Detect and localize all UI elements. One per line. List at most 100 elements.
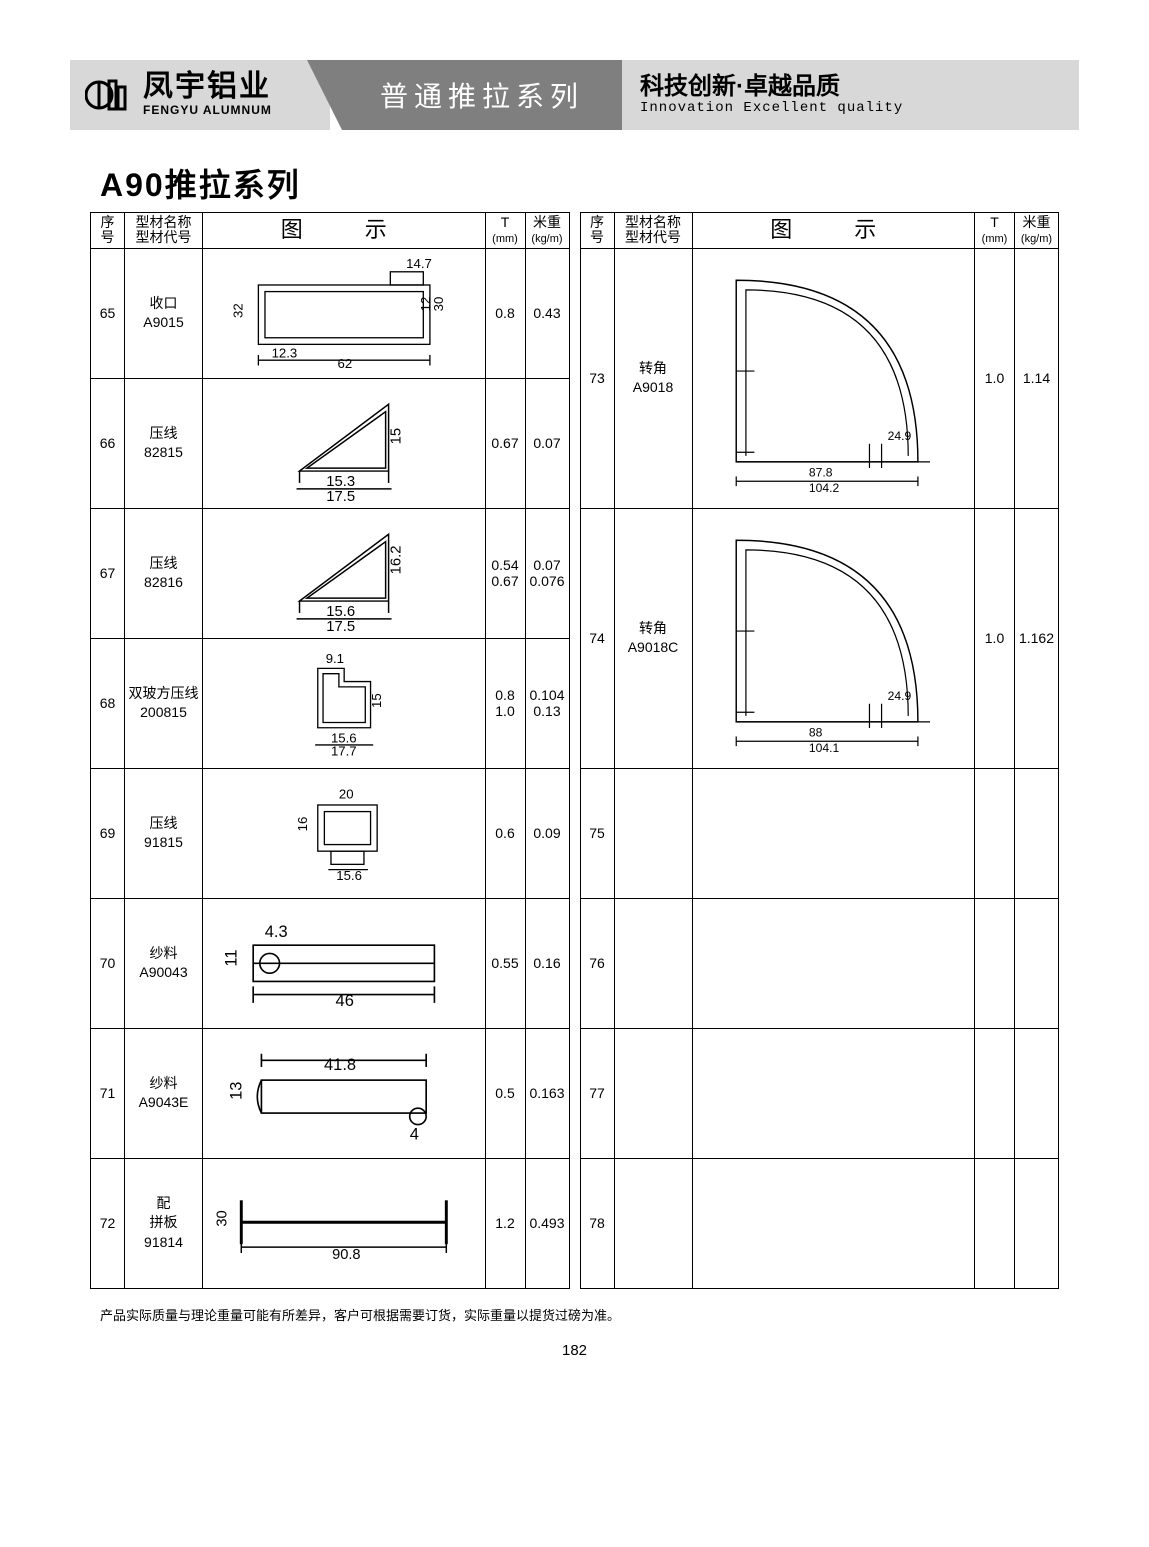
table-row: 66 压线82815 15 15.3 17.5 0.67 0.07 (91, 378, 570, 508)
row-t: 0.5 (485, 1028, 525, 1158)
row-w: 0.493 (525, 1158, 569, 1288)
svg-text:13: 13 (228, 1082, 246, 1100)
col-t: T(mm) (485, 213, 525, 249)
slogan-en: Innovation Excellent quality (640, 100, 1079, 116)
svg-text:15: 15 (388, 428, 404, 445)
row-diagram: 9.1 15 15.6 17.7 (203, 638, 486, 768)
col-idx: 序 号 (91, 213, 125, 249)
row-t: 0.6 (485, 768, 525, 898)
table-row: 69 压线91815 20 16 15.6 0.6 0.09 (91, 768, 570, 898)
svg-text:16: 16 (295, 817, 310, 832)
row-t: 0.67 (485, 378, 525, 508)
col-diagram: 图 示 (203, 213, 486, 249)
logo-icon (85, 71, 133, 119)
table-row: 67 压线82816 16.2 15.6 17.5 0.540.67 0.070… (91, 508, 570, 638)
svg-text:17.5: 17.5 (326, 489, 355, 501)
row-diagram: 30 90.8 (203, 1158, 486, 1288)
row-w (1015, 1028, 1059, 1158)
row-name: 压线91815 (125, 768, 203, 898)
svg-text:24.9: 24.9 (888, 689, 912, 703)
row-index: 78 (580, 1158, 614, 1288)
row-diagram: 14.7 32 12 30 12.3 62 (203, 248, 486, 378)
row-t: 1.0 (975, 508, 1015, 768)
row-name (614, 1028, 692, 1158)
row-name: 纱料A90043 (125, 898, 203, 1028)
row-w: 0.1040.13 (525, 638, 569, 768)
spec-table-left: 序 号 型材名称型材代号 图 示 T(mm) 米重(kg/m) 65 收口A90… (90, 212, 570, 1289)
table-row: 71 纱料A9043E 41.8 13 4 0.5 0.163 (91, 1028, 570, 1158)
svg-text:30: 30 (431, 297, 446, 312)
svg-text:15.6: 15.6 (336, 869, 362, 884)
table-row: 77 (580, 1028, 1059, 1158)
svg-text:62: 62 (337, 357, 352, 372)
row-diagram: 4.3 11 46 (203, 898, 486, 1028)
row-name: 收口A9015 (125, 248, 203, 378)
svg-text:104.1: 104.1 (809, 741, 840, 755)
row-t (975, 898, 1015, 1028)
svg-text:104.2: 104.2 (809, 481, 840, 495)
col-w: 米重(kg/m) (525, 213, 569, 249)
table-row: 76 (580, 898, 1059, 1028)
table-row: 72 配拼板91814 30 90.8 1.2 0.493 (91, 1158, 570, 1288)
col-idx: 序 号 (580, 213, 614, 249)
row-index: 72 (91, 1158, 125, 1288)
logo-text-en: FENGYU ALUMNUM (143, 102, 272, 119)
row-diagram: 15 15.3 17.5 (203, 378, 486, 508)
col-t: T(mm) (975, 213, 1015, 249)
svg-text:16.2: 16.2 (388, 546, 404, 575)
table-row: 78 (580, 1158, 1059, 1288)
svg-text:15: 15 (369, 694, 384, 709)
svg-text:20: 20 (338, 787, 353, 802)
col-w: 米重(kg/m) (1015, 213, 1059, 249)
table-row: 68 双玻方压线200815 9.1 15 15.6 17.7 0.81.0 0… (91, 638, 570, 768)
slogan-cn: 科技创新·卓越品质 (640, 74, 1079, 100)
svg-text:14.7: 14.7 (406, 256, 432, 271)
row-diagram: 24.9 87.8 104.2 (692, 248, 975, 508)
svg-text:15.6: 15.6 (326, 604, 355, 620)
table-row: 74 转角A9018C 24.9 88 104.1 1.0 1.162 (580, 508, 1059, 768)
row-t: 0.540.67 (485, 508, 525, 638)
svg-text:17.5: 17.5 (326, 619, 355, 631)
row-w: 0.163 (525, 1028, 569, 1158)
svg-text:15.3: 15.3 (326, 474, 355, 490)
spec-tables: 序 号 型材名称型材代号 图 示 T(mm) 米重(kg/m) 65 收口A90… (90, 212, 1059, 1289)
row-index: 77 (580, 1028, 614, 1158)
row-w (1015, 898, 1059, 1028)
row-index: 68 (91, 638, 125, 768)
row-name (614, 1158, 692, 1288)
row-w: 1.162 (1015, 508, 1059, 768)
row-w: 0.16 (525, 898, 569, 1028)
page-number: 182 (70, 1342, 1079, 1359)
svg-text:41.8: 41.8 (324, 1056, 356, 1074)
logo-block: 凤宇铝业 FENGYU ALUMNUM (70, 60, 330, 130)
svg-text:17.7: 17.7 (331, 744, 357, 759)
row-name: 压线82815 (125, 378, 203, 508)
row-index: 74 (580, 508, 614, 768)
row-diagram: 24.9 88 104.1 (692, 508, 975, 768)
row-w: 0.07 (525, 378, 569, 508)
row-w: 0.070.076 (525, 508, 569, 638)
ribbon-text: 普通推拉系列 (380, 75, 584, 115)
row-t: 1.2 (485, 1158, 525, 1288)
row-name: 压线82816 (125, 508, 203, 638)
row-index: 65 (91, 248, 125, 378)
row-t: 1.0 (975, 248, 1015, 508)
row-index: 71 (91, 1028, 125, 1158)
svg-text:32: 32 (232, 304, 246, 319)
row-index: 69 (91, 768, 125, 898)
row-t (975, 768, 1015, 898)
table-row: 75 (580, 768, 1059, 898)
svg-text:87.8: 87.8 (809, 465, 833, 479)
svg-text:24.9: 24.9 (888, 429, 912, 443)
logo-text-cn: 凤宇铝业 (143, 72, 272, 102)
svg-text:90.8: 90.8 (332, 1246, 360, 1262)
slogan-block: 科技创新·卓越品质 Innovation Excellent quality (622, 60, 1079, 130)
row-name (614, 768, 692, 898)
row-name: 纱料A9043E (125, 1028, 203, 1158)
row-index: 75 (580, 768, 614, 898)
row-w (1015, 768, 1059, 898)
row-t: 0.81.0 (485, 638, 525, 768)
row-diagram (692, 898, 975, 1028)
svg-text:4.3: 4.3 (265, 923, 288, 941)
svg-text:4: 4 (410, 1126, 419, 1144)
